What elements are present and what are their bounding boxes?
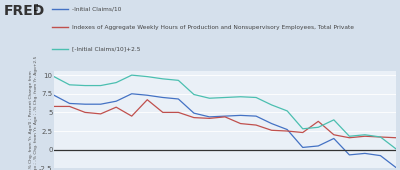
Text: [-Initial Claims/10]+2.5: [-Initial Claims/10]+2.5	[72, 46, 140, 51]
Y-axis label: -% Chg. from Yr. Ago/0 ; Percent Change from
Year Ago ; -% Chg. from Yr. Ago ; -: -% Chg. from Yr. Ago/0 ; Percent Change …	[29, 56, 38, 170]
Text: Indexes of Aggregate Weekly Hours of Production and Nonsupervisory Employees, To: Indexes of Aggregate Weekly Hours of Pro…	[72, 25, 354, 30]
Text: -Initial Claims/10: -Initial Claims/10	[72, 6, 121, 11]
Text: 📈: 📈	[34, 4, 38, 10]
Text: FRED: FRED	[4, 4, 45, 18]
